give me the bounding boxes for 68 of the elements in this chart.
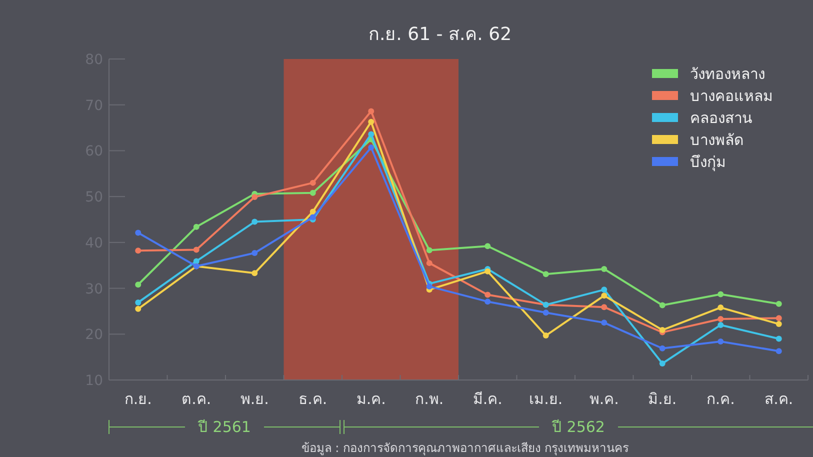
x-tick-label: ต.ค. (182, 390, 212, 408)
legend-label: วังทองหลาง (690, 65, 765, 83)
text: ปี 2562 (551, 418, 605, 436)
x-tick-label: ก.พ. (415, 390, 444, 408)
point (484, 298, 491, 305)
x-tick-label: พ.ค. (589, 390, 619, 408)
point (426, 283, 432, 290)
legend-label: คลองสาน (690, 109, 752, 127)
point (368, 108, 374, 114)
x-tick-label: ม.ค. (356, 390, 386, 408)
point (484, 292, 491, 298)
point (601, 266, 608, 272)
point (135, 306, 142, 312)
point (601, 320, 608, 326)
point (718, 316, 724, 322)
point (193, 224, 200, 230)
point (776, 300, 782, 307)
point (718, 291, 724, 298)
point (252, 218, 258, 225)
legend-label: บางพลัด (690, 131, 744, 149)
text: ปี 2561 (197, 418, 251, 436)
point (368, 144, 374, 151)
point (193, 258, 200, 264)
x-tick-label: มี.ค. (472, 390, 502, 408)
x-tick-label: ธ.ค. (298, 390, 328, 408)
point (193, 246, 200, 253)
point (718, 338, 724, 344)
point (718, 322, 724, 328)
point (310, 214, 316, 220)
point (426, 260, 432, 266)
x-tick-label: มิ.ย. (648, 390, 677, 408)
point (659, 345, 666, 352)
point (310, 180, 316, 186)
point (252, 270, 258, 276)
point (776, 336, 782, 342)
point (542, 332, 549, 339)
point (310, 208, 316, 215)
point (135, 300, 142, 306)
point (601, 286, 608, 293)
x-tick-label: ส.ค. (764, 390, 794, 408)
point (135, 282, 142, 288)
point (659, 302, 666, 308)
x-tick-label: ก.ค. (706, 390, 735, 408)
point (368, 131, 374, 138)
point (310, 190, 316, 196)
legend-label: บางคอแหลม (690, 87, 773, 105)
chart-title: ก.ย. 61 - ส.ค. 62 (368, 24, 512, 45)
point (601, 292, 608, 299)
x-tick-label: ก.ย. (124, 390, 152, 408)
point (252, 194, 258, 200)
x-tick-label: เม.ย. (529, 390, 563, 408)
point (484, 243, 491, 250)
point (718, 304, 724, 311)
point (776, 315, 782, 322)
point (542, 310, 549, 316)
text: ข้อมูล : กองการจัดการคุณภาพอากาศและเสียง กรุงเทพมหานคร (301, 441, 630, 456)
legend-label: บึงกุ่ม (690, 153, 726, 172)
point (252, 250, 258, 256)
x-tick-label: พ.ย. (240, 390, 269, 408)
point (135, 230, 142, 236)
point (368, 118, 374, 125)
point (776, 348, 782, 354)
point (426, 247, 432, 254)
point (776, 321, 782, 328)
point (135, 248, 142, 254)
point (659, 360, 666, 366)
point (542, 271, 549, 278)
point (601, 304, 608, 310)
